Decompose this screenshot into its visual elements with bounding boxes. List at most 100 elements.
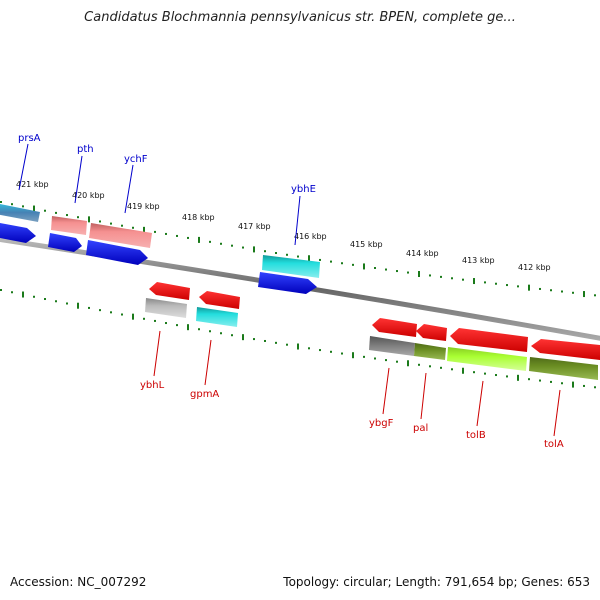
major-tick [253, 246, 255, 253]
minor-tick [187, 236, 189, 239]
minor-tick [440, 275, 442, 278]
minor-tick [550, 289, 552, 292]
minor-tick [66, 302, 68, 305]
minor-tick [550, 380, 552, 383]
minor-tick [484, 372, 486, 375]
gene-label-tolA[interactable]: tolA [544, 439, 564, 450]
gene-arrow-tolB[interactable] [450, 328, 528, 352]
major-tick [528, 284, 530, 291]
major-tick [22, 291, 24, 298]
minor-tick [209, 330, 211, 333]
major-tick [473, 278, 475, 285]
minor-tick [583, 384, 585, 387]
label-leader-gpmA [204, 339, 212, 386]
gene-label-ybhL[interactable]: ybhL [140, 380, 165, 391]
minor-tick [44, 209, 46, 212]
map-title: Candidatus Blochmannia pennsylvanicus st… [84, 10, 516, 25]
tick-label: 418 kbp [182, 213, 215, 222]
minor-tick [55, 300, 57, 303]
tick-label: 416 kbp [294, 232, 327, 241]
tick-label: 421 kbp [16, 180, 49, 189]
minor-tick [44, 298, 46, 301]
gene-arrow-ybgF[interactable] [372, 318, 417, 337]
minor-tick [561, 290, 563, 293]
tick-label: 419 kbp [127, 202, 160, 211]
gene-arrow-prsA[interactable] [0, 222, 36, 243]
cog-feature-tolB[interactable] [447, 347, 527, 371]
minor-tick [176, 324, 178, 327]
major-tick [583, 291, 585, 298]
minor-tick [121, 313, 123, 316]
label-leader-ybhE [294, 195, 301, 246]
gene-arrow-ybhE[interactable] [258, 272, 317, 294]
minor-tick [55, 211, 57, 214]
gene-label-gpmA[interactable]: gpmA [190, 389, 219, 400]
minor-tick [506, 284, 508, 287]
minor-tick [77, 216, 79, 219]
gene-arrow-gpmA[interactable] [199, 291, 240, 309]
minor-tick [253, 338, 255, 341]
cog-feature-ybgF[interactable] [369, 336, 415, 356]
major-tick [242, 334, 244, 341]
cog-feature-ybhL[interactable] [145, 298, 187, 318]
minor-tick [539, 379, 541, 382]
gene-label-pth[interactable]: pth [77, 144, 94, 155]
tick-label: 414 kbp [406, 249, 439, 258]
minor-tick [330, 350, 332, 353]
minor-tick [99, 309, 101, 312]
gene-arrow-pal[interactable] [416, 324, 447, 341]
gene-label-pal[interactable]: pal [413, 423, 428, 434]
cog-feature-tolA[interactable] [529, 357, 598, 380]
cog-feature-ybhE[interactable] [262, 255, 320, 278]
minor-tick [308, 347, 310, 350]
label-leader-ybgF [382, 367, 390, 415]
minor-tick [363, 355, 365, 358]
minor-tick [220, 242, 222, 245]
cog-feature-gpmA[interactable] [196, 307, 238, 327]
gene-label-tolB[interactable]: tolB [466, 430, 486, 441]
minor-tick [264, 339, 266, 342]
minor-tick [88, 306, 90, 309]
cog-feature-prsA[interactable] [0, 203, 40, 222]
cog-feature-ychF[interactable] [89, 223, 152, 248]
gene-label-ybgF[interactable]: ybgF [369, 418, 394, 429]
gene-label-prsA[interactable]: prsA [18, 133, 41, 144]
minor-tick [22, 205, 24, 208]
major-tick [33, 205, 35, 212]
label-leader-tolA [553, 389, 561, 437]
gene-label-ychF[interactable]: ychF [124, 154, 148, 165]
minor-tick [264, 250, 266, 253]
minor-tick [99, 220, 101, 223]
minor-tick [286, 253, 288, 256]
tick-label: 417 kbp [238, 222, 271, 231]
major-tick [187, 324, 189, 331]
minor-tick [341, 352, 343, 355]
cog-feature-pth[interactable] [51, 216, 87, 235]
minor-tick [539, 287, 541, 290]
gene-label-ybhE[interactable]: ybhE [291, 184, 316, 195]
minor-tick [33, 295, 35, 298]
accession-text: Accession: NC_007292 [10, 575, 147, 589]
minor-tick [495, 374, 497, 377]
cog-feature-pal[interactable] [414, 343, 446, 360]
minor-tick [154, 230, 156, 233]
minor-tick [418, 363, 420, 366]
major-tick [77, 302, 79, 309]
gene-arrow-ybhL[interactable] [149, 282, 190, 300]
tick-row-upper [0, 201, 596, 298]
label-leader-pal [420, 372, 427, 420]
gene-arrow-tolA[interactable] [531, 339, 600, 360]
major-tick [308, 255, 310, 262]
gene-arrow-ychF[interactable] [86, 240, 148, 265]
label-leader-ychF [124, 164, 134, 214]
minor-tick [385, 268, 387, 271]
minor-tick [374, 267, 376, 270]
major-tick [517, 374, 519, 381]
minor-tick [594, 386, 596, 389]
minor-tick [176, 234, 178, 237]
minor-tick [231, 244, 233, 247]
minor-tick [429, 365, 431, 368]
gene-arrow-pth[interactable] [48, 233, 82, 252]
minor-tick [220, 332, 222, 335]
